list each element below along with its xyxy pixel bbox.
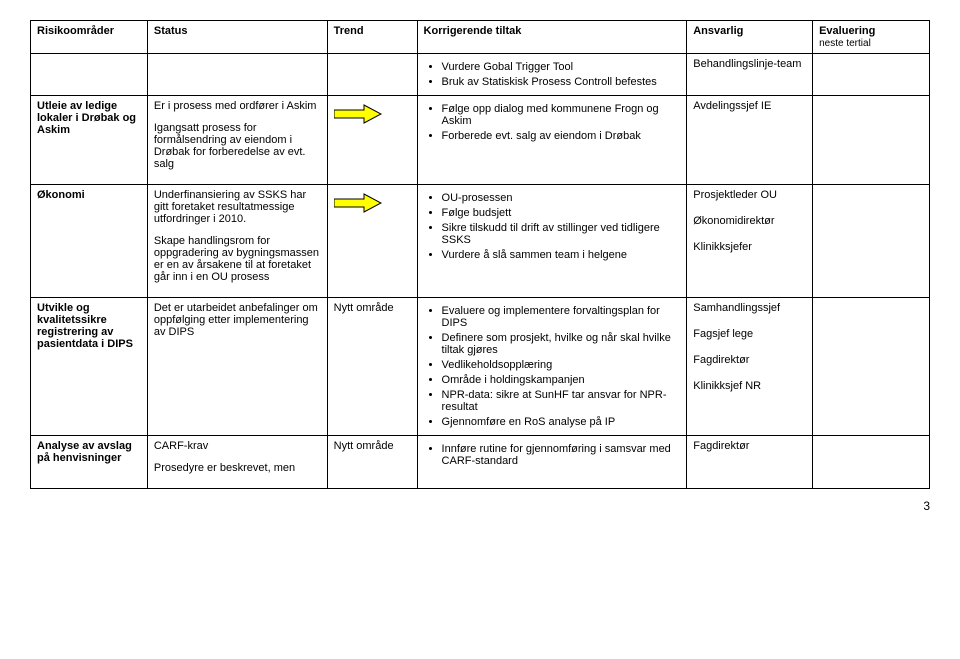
ansvarlig-item: Prosjektleder OU bbox=[693, 189, 806, 201]
trend-cell: Nytt område bbox=[327, 298, 417, 436]
tiltak-item: Område i holdingskampanjen bbox=[442, 374, 681, 386]
tiltak-item: Evaluere og implementere forvaltingsplan… bbox=[442, 305, 681, 329]
header-trend: Trend bbox=[327, 21, 417, 54]
status-paragraph: Er i prosess med ordfører i Askim bbox=[154, 100, 321, 112]
tiltak-cell: Følge opp dialog med kommunene Frogn og … bbox=[417, 96, 687, 185]
tiltak-item: Forberede evt. salg av eiendom i Drøbak bbox=[442, 130, 681, 142]
eval-cell bbox=[813, 298, 930, 436]
ansvarlig-cell: Avdelingssjef IE bbox=[687, 96, 813, 185]
status-paragraph: Igangsatt prosess for formålsendring av … bbox=[154, 122, 321, 170]
header-ansvarlig: Ansvarlig bbox=[687, 21, 813, 54]
tiltak-item: Bruk av Statiskisk Prosess Controll befe… bbox=[442, 76, 681, 88]
trend-cell bbox=[327, 185, 417, 298]
trend-cell bbox=[327, 54, 417, 96]
tiltak-list: Følge opp dialog med kommunene Frogn og … bbox=[424, 103, 681, 142]
ansvarlig-item: Avdelingssjef IE bbox=[693, 100, 806, 112]
tiltak-item: Innføre rutine for gjennomføring i samsv… bbox=[442, 443, 681, 467]
status-cell: Er i prosess med ordfører i Askim Igangsa… bbox=[147, 96, 327, 185]
status-cell: Det er utarbeidet anbefalinger om oppføl… bbox=[147, 298, 327, 436]
risk-cell: Utvikle og kvalitetssikre registrering a… bbox=[31, 298, 148, 436]
eval-cell bbox=[813, 54, 930, 96]
header-row: Risikoområder Status Trend Korrigerende … bbox=[31, 21, 930, 54]
ansvarlig-item: Behandlingslinje-team bbox=[693, 58, 806, 70]
table-row: Utvikle og kvalitetssikre registrering a… bbox=[31, 298, 930, 436]
ansvarlig-item: Fagsjef lege bbox=[693, 328, 806, 340]
status-cell: Underfinansiering av SSKS har gitt foret… bbox=[147, 185, 327, 298]
status-paragraph: Det er utarbeidet anbefalinger om oppføl… bbox=[154, 302, 321, 338]
tiltak-list: OU-prosessen Følge budsjett Sikre tilskudd… bbox=[424, 192, 681, 261]
header-eval: Evaluering neste tertial bbox=[813, 21, 930, 54]
status-paragraph: Skape handlingsrom for oppgradering av b… bbox=[154, 235, 321, 283]
trend-text: Nytt område bbox=[334, 302, 394, 314]
tiltak-item: Gjennomføre en RoS analyse på IP bbox=[442, 416, 681, 428]
risk-cell: Utleie av ledige lokaler i Drøbak og Ask… bbox=[31, 96, 148, 185]
tiltak-item: Vedlikeholdsopplæring bbox=[442, 359, 681, 371]
ansvarlig-item: Fagdirektør bbox=[693, 354, 806, 366]
trend-text: Nytt område bbox=[334, 440, 394, 452]
header-risk: Risikoområder bbox=[31, 21, 148, 54]
tiltak-list: Evaluere og implementere forvaltingsplan… bbox=[424, 305, 681, 428]
tiltak-cell: OU-prosessen Følge budsjett Sikre tilskudd… bbox=[417, 185, 687, 298]
ansvarlig-cell: Samhandlingssjef Fagsjef lege Fagdirektør K… bbox=[687, 298, 813, 436]
header-tiltak: Korrigerende tiltak bbox=[417, 21, 687, 54]
tiltak-list: Vurdere Gobal Trigger Tool Bruk av Statis… bbox=[424, 61, 681, 88]
ansvarlig-item: Økonomidirektør bbox=[693, 215, 806, 227]
tiltak-item: Vurdere å slå sammen team i helgene bbox=[442, 249, 681, 261]
trend-cell: Nytt område bbox=[327, 436, 417, 489]
table-row: ØkonomiUnderfinansiering av SSKS har git… bbox=[31, 185, 930, 298]
risk-cell: Analyse av avslag på henvisninger bbox=[31, 436, 148, 489]
status-paragraph: Prosedyre er beskrevet, men bbox=[154, 462, 321, 474]
risk-table: Risikoområder Status Trend Korrigerende … bbox=[30, 20, 930, 489]
status-paragraph: CARF-krav bbox=[154, 440, 321, 452]
ansvarlig-cell: Behandlingslinje-team bbox=[687, 54, 813, 96]
risk-cell bbox=[31, 54, 148, 96]
eval-cell bbox=[813, 436, 930, 489]
tiltak-cell: Evaluere og implementere forvaltingsplan… bbox=[417, 298, 687, 436]
risk-cell: Økonomi bbox=[31, 185, 148, 298]
tiltak-item: Følge opp dialog med kommunene Frogn og … bbox=[442, 103, 681, 127]
trend-cell bbox=[327, 96, 417, 185]
tiltak-item: NPR-data: sikre at SunHF tar ansvar for … bbox=[442, 389, 681, 413]
eval-cell bbox=[813, 96, 930, 185]
ansvarlig-item: Fagdirektør bbox=[693, 440, 806, 452]
ansvarlig-cell: Fagdirektør bbox=[687, 436, 813, 489]
ansvarlig-cell: Prosjektleder OU Økonomidirektør Klinikksj… bbox=[687, 185, 813, 298]
trend-arrow-icon bbox=[334, 104, 382, 124]
tiltak-cell: Vurdere Gobal Trigger Tool Bruk av Statis… bbox=[417, 54, 687, 96]
status-cell bbox=[147, 54, 327, 96]
ansvarlig-item: Samhandlingssjef bbox=[693, 302, 806, 314]
tiltak-list: Innføre rutine for gjennomføring i samsv… bbox=[424, 443, 681, 467]
tiltak-item: Definere som prosjekt, hvilke og når ska… bbox=[442, 332, 681, 356]
tiltak-item: Følge budsjett bbox=[442, 207, 681, 219]
ansvarlig-item: Klinikksjefer bbox=[693, 241, 806, 253]
table-row: Utleie av ledige lokaler i Drøbak og Ask… bbox=[31, 96, 930, 185]
tiltak-item: Sikre tilskudd til drift av stillinger v… bbox=[442, 222, 681, 246]
page-number: 3 bbox=[30, 499, 930, 513]
table-row: Analyse av avslag på henvisningerCARF-kr… bbox=[31, 436, 930, 489]
header-status: Status bbox=[147, 21, 327, 54]
tiltak-item: OU-prosessen bbox=[442, 192, 681, 204]
status-paragraph: Underfinansiering av SSKS har gitt foret… bbox=[154, 189, 321, 225]
status-cell: CARF-krav Prosedyre er beskrevet, men bbox=[147, 436, 327, 489]
tiltak-cell: Innføre rutine for gjennomføring i samsv… bbox=[417, 436, 687, 489]
eval-cell bbox=[813, 185, 930, 298]
tiltak-item: Vurdere Gobal Trigger Tool bbox=[442, 61, 681, 73]
ansvarlig-item: Klinikksjef NR bbox=[693, 380, 806, 392]
table-row: Vurdere Gobal Trigger Tool Bruk av Statis… bbox=[31, 54, 930, 96]
trend-arrow-icon bbox=[334, 193, 382, 213]
